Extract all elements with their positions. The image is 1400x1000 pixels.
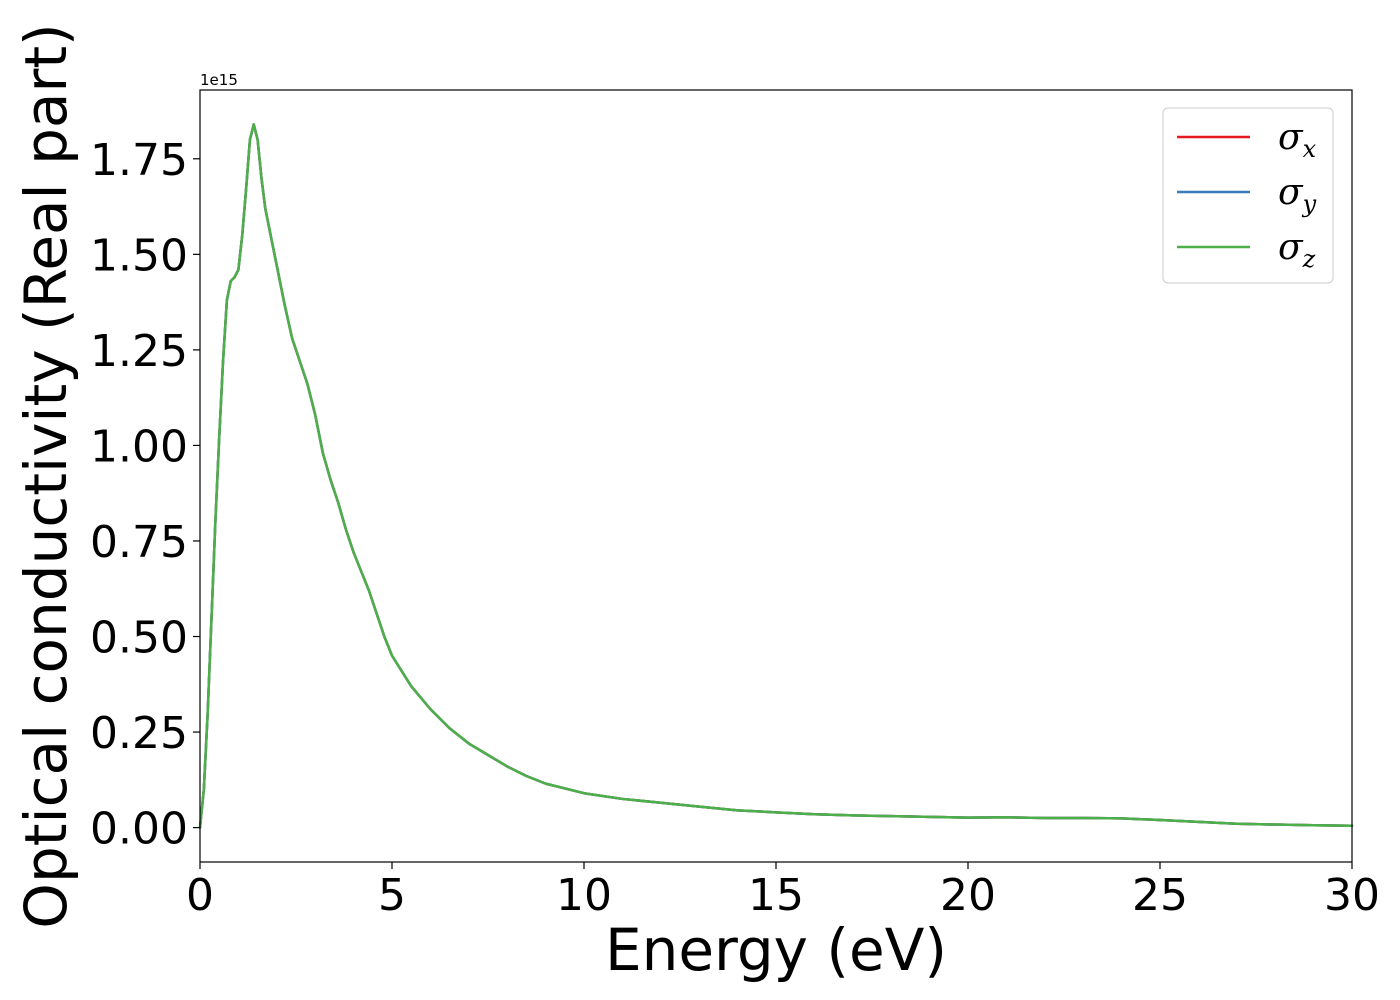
legend: σx σy σz xyxy=(1162,107,1334,284)
x-tick-label: 30 xyxy=(1324,870,1380,921)
x-tick-label: 5 xyxy=(378,870,406,921)
x-tick-label: 25 xyxy=(1132,870,1188,921)
series-layer xyxy=(198,123,1354,829)
legend-label-z: σz xyxy=(1278,227,1316,273)
series-line-z xyxy=(198,123,1354,829)
y-tick-label: 0.25 xyxy=(90,708,188,759)
x-tick-label: 10 xyxy=(556,870,612,921)
y-tick-label: 1.25 xyxy=(90,326,188,377)
y-tick-label: 1.50 xyxy=(90,230,188,281)
axes-background xyxy=(200,90,1352,862)
y-tick-label: 0.75 xyxy=(90,517,188,568)
legend-label-x: σx xyxy=(1278,117,1317,163)
y-tick-label: 1.75 xyxy=(90,135,188,186)
x-tick-label: 0 xyxy=(186,870,214,921)
y-offset-label: 1e15 xyxy=(200,71,238,89)
y-axis-ticks: 0.00 0.25 0.50 0.75 1.00 1.25 1.50 1.75 xyxy=(90,135,200,855)
legend-box xyxy=(1162,107,1334,284)
x-tick-label: 20 xyxy=(940,870,996,921)
legend-label-y: σy xyxy=(1278,172,1317,218)
x-axis-ticks: 0 5 10 15 20 25 30 xyxy=(186,862,1380,921)
y-tick-label: 0.00 xyxy=(90,804,188,855)
y-tick-label: 1.00 xyxy=(90,421,188,472)
plot-area xyxy=(198,89,1354,863)
x-axis-title: Energy (eV) xyxy=(605,916,947,984)
x-tick-label: 15 xyxy=(748,870,804,921)
y-axis-title: Optical conductivity (Real part) xyxy=(12,23,80,928)
y-tick-label: 0.50 xyxy=(90,613,188,664)
